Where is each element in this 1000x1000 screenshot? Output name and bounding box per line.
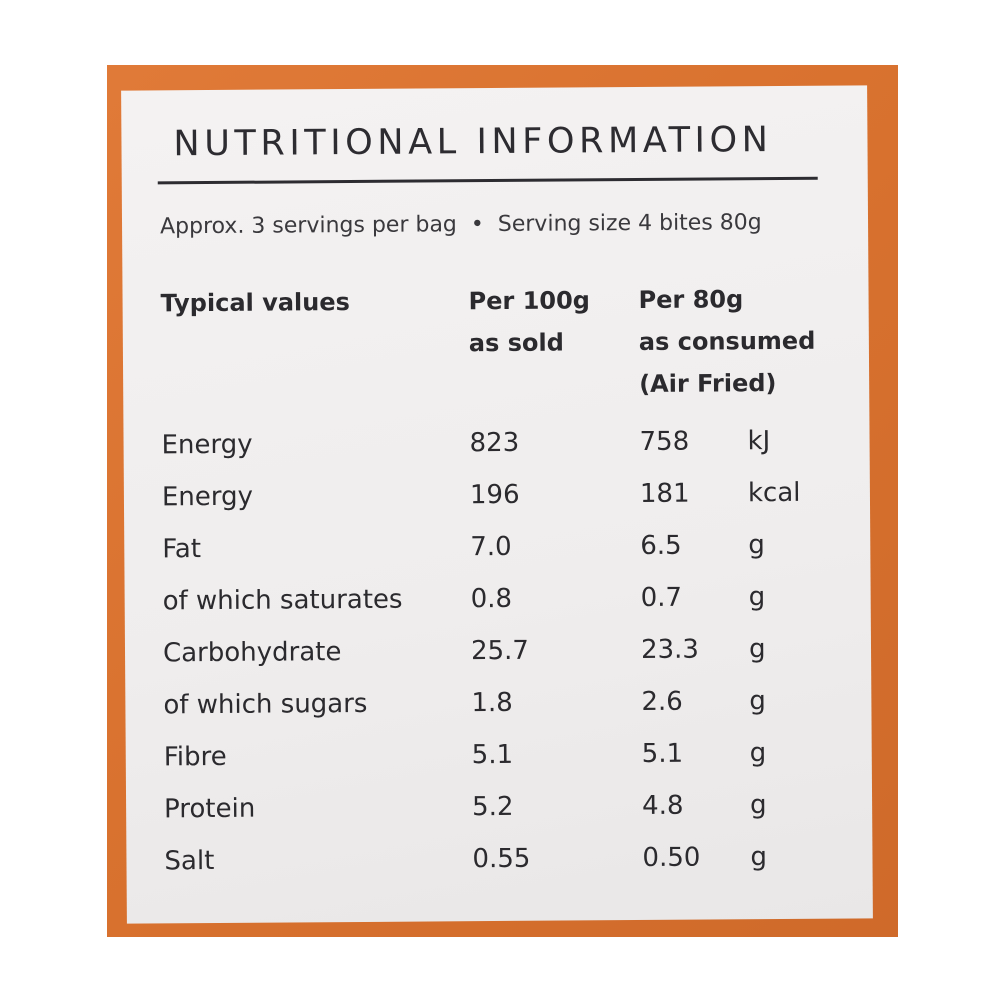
- servings-separator: •: [470, 212, 484, 238]
- unit: kJ: [747, 426, 771, 457]
- nutrient-name: Energy: [161, 429, 253, 461]
- servings-line: Approx. 3 servings per bag • Serving size …: [159, 210, 850, 240]
- unit: g: [748, 582, 766, 613]
- header-per-100g: Per 100g as sold: [468, 279, 590, 364]
- table-row: Energy 196 181 kcal: [162, 472, 862, 517]
- value-per-100g: 1.8: [471, 687, 513, 719]
- value-per-80g: 758: [639, 426, 690, 458]
- value-per-100g: 25.7: [470, 635, 530, 667]
- nutrient-name: Salt: [164, 845, 215, 877]
- value-per-80g: 2.6: [641, 686, 683, 717]
- value-per-100g: 5.1: [471, 739, 514, 771]
- value-per-80g: 4.8: [642, 790, 684, 821]
- value-per-100g: 7.0: [470, 531, 512, 563]
- value-per-80g: 6.5: [640, 530, 682, 562]
- value-per-80g: 5.1: [641, 738, 684, 769]
- unit: g: [749, 686, 766, 717]
- unit: kcal: [747, 477, 801, 509]
- serving-size: Serving size 4 bites 80g: [497, 210, 762, 237]
- header-per-80g-line2: as consumed: [638, 326, 816, 357]
- title-underline: [157, 176, 818, 185]
- table-row: Energy 823 758 kJ: [161, 420, 861, 465]
- unit: g: [748, 634, 766, 665]
- table-row: Carbohydrate 25.7 23.3 g: [163, 628, 863, 673]
- table-row: Fat 7.0 6.5 g: [162, 524, 862, 569]
- nutrient-name: of which sugars: [163, 688, 368, 721]
- nutrient-name: Energy: [161, 481, 254, 513]
- nutrient-name: Protein: [164, 793, 256, 825]
- header-per-80g: Per 80g as consumed (Air Fried): [638, 278, 815, 405]
- value-per-80g: 0.7: [640, 582, 683, 613]
- value-per-100g: 196: [469, 479, 520, 511]
- unit: g: [748, 530, 765, 561]
- header-per-100g-line2: as sold: [468, 328, 564, 358]
- unit: g: [749, 738, 767, 769]
- table-row: Fibre 5.1 5.1 g: [164, 732, 864, 777]
- nutrient-name: of which saturates: [162, 584, 403, 617]
- nutrition-label: NUTRITIONAL INFORMATION Approx. 3 servin…: [121, 85, 873, 924]
- unit: g: [750, 790, 767, 821]
- value-per-80g: 181: [639, 478, 690, 510]
- servings-per-bag: Approx. 3 servings per bag: [159, 212, 457, 240]
- header-per-100g-line1: Per 100g: [468, 286, 591, 316]
- nutrient-name: Fat: [162, 534, 202, 565]
- header-per-80g-line3: (Air Fried): [639, 369, 777, 399]
- table-row: of which saturates 0.8 0.7 g: [163, 576, 863, 621]
- nutrient-name: Fibre: [163, 741, 227, 773]
- label-title: NUTRITIONAL INFORMATION: [173, 120, 773, 165]
- value-per-100g: 0.55: [472, 843, 531, 875]
- header-per-80g-line1: Per 80g: [638, 285, 744, 315]
- header-typical-values: Typical values: [160, 288, 350, 318]
- value-per-80g: 0.50: [642, 842, 701, 873]
- value-per-80g: 23.3: [640, 634, 700, 665]
- unit: g: [750, 842, 768, 873]
- value-per-100g: 5.2: [472, 791, 514, 823]
- table-row: Protein 5.2 4.8 g: [164, 784, 864, 829]
- table-row: Salt 0.55 0.50 g: [164, 836, 864, 881]
- value-per-100g: 823: [469, 427, 520, 459]
- table-row: of which sugars 1.8 2.6 g: [163, 680, 863, 725]
- table-header: Typical values Per 100g as sold Per 80g …: [160, 277, 860, 398]
- value-per-100g: 0.8: [470, 583, 513, 615]
- nutrient-name: Carbohydrate: [162, 637, 342, 669]
